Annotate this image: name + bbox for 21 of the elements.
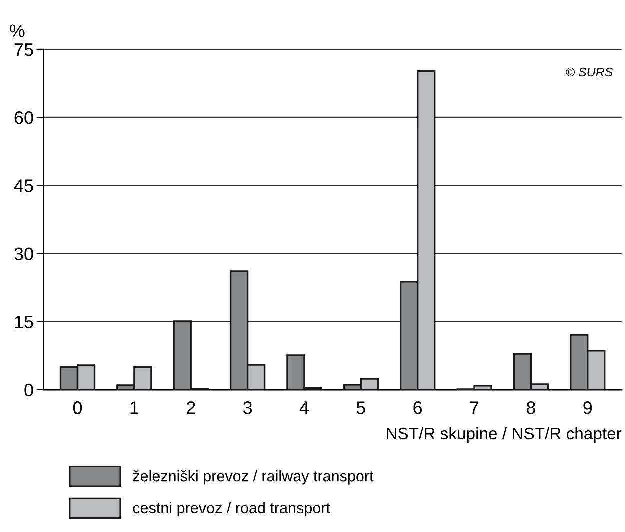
annotation: © SURS [566, 68, 614, 77]
legend-label: cestni prevoz / road transport [133, 502, 330, 517]
y-tick-label: 75 [14, 44, 34, 56]
x-tick-label: 7 [470, 402, 479, 414]
y-tick-label: 15 [15, 316, 34, 329]
x-tick-label: 9 [584, 402, 592, 414]
y-tick-label: 30 [14, 248, 34, 260]
x-tick-label: 5 [356, 402, 366, 414]
y-axis-title: % [10, 24, 25, 38]
x-tick-label: 2 [187, 402, 196, 414]
x-tick-label: 1 [130, 402, 139, 414]
x-tick-label: 4 [300, 402, 309, 414]
x-axis-title: NST/R skupine / NST/R chapter [387, 427, 622, 443]
legend-label: železniški prevoz / railway transport [133, 470, 374, 485]
x-tick-label: 0 [73, 402, 82, 414]
y-tick-label: 60 [14, 112, 34, 124]
x-tick-label: 8 [526, 402, 536, 414]
x-tick-label: 6 [414, 402, 422, 414]
x-tick-label: 3 [243, 402, 252, 414]
y-tick-label: 45 [14, 180, 34, 192]
y-tick-label: 0 [24, 384, 34, 397]
